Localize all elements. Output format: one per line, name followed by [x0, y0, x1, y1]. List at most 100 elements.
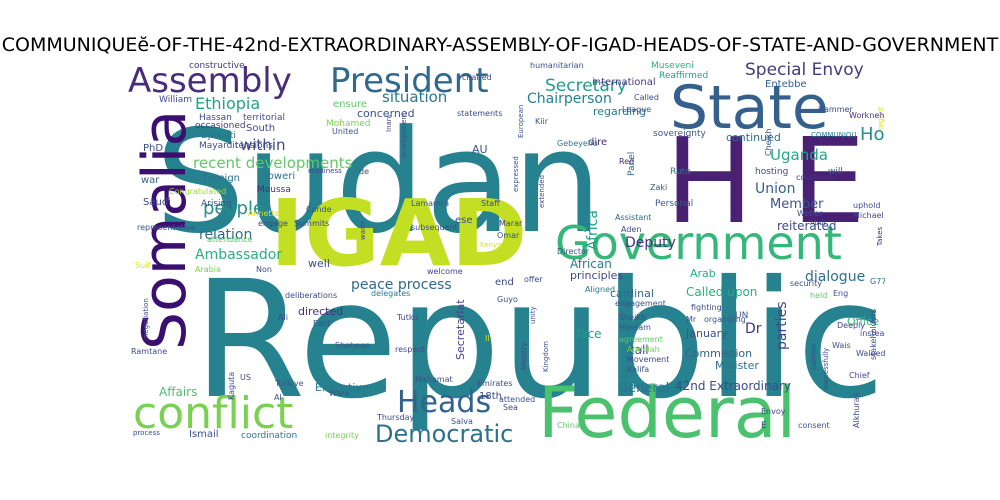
word-sudan: Sudan: [155, 100, 603, 265]
word-il: Il: [485, 334, 490, 343]
word-ismail: Ismail: [189, 429, 219, 440]
word-government: Government: [555, 216, 842, 270]
word-aligned: Aligned: [585, 285, 616, 294]
word-conde: Conde: [306, 205, 332, 214]
word-delegates: delegates: [371, 289, 411, 298]
word-de: de: [359, 167, 369, 176]
word-42nd-extraordinary: 42nd Extraordinary: [675, 379, 791, 393]
word-eng: Eng: [833, 289, 849, 298]
word-heads: Heads: [397, 385, 492, 420]
word-organizing: organizing: [704, 315, 746, 324]
word-djibouti: Djibouti: [201, 131, 236, 141]
word-humanitarian: humanitarian: [530, 61, 584, 70]
word-cheikh: Cheikh: [764, 128, 773, 156]
word-uganda: Uganda: [770, 146, 828, 164]
word-office: Office: [847, 315, 880, 328]
word-deliberations: deliberations: [285, 291, 338, 300]
word-secretary: Secretary: [545, 76, 627, 96]
word-engagement: engagement: [615, 299, 666, 308]
word-republic: Republic: [193, 247, 885, 435]
word-special-envoy: Special Envoy: [745, 60, 864, 80]
word-arabia: Arabia: [195, 265, 221, 274]
word-ensure: ensure: [333, 99, 368, 110]
word-chairperson: Chairperson: [527, 91, 612, 107]
word-workneh: Workneh: [849, 111, 885, 120]
word-integrity: integrity: [325, 431, 359, 440]
word-readiness: readiness: [308, 167, 342, 175]
word-abdelah: Abdelah: [627, 345, 660, 354]
word-assistant: Assistant: [615, 213, 652, 222]
word-consent: consent: [798, 421, 830, 430]
word-federal: Federal: [538, 372, 797, 445]
word-zaki: Zaki: [650, 183, 668, 192]
word-united: United: [332, 127, 359, 136]
chart-title: COMMUNIQUEĕ-OF-THE-42nd-EXTRAORDINARY-AS…: [1, 34, 999, 56]
word-relation: relation: [199, 227, 253, 243]
word-sea: Sea: [503, 403, 518, 412]
word-turkiye: Turkiye: [275, 379, 304, 388]
word-executive: Executive: [315, 381, 369, 394]
word-concerned: concerned: [357, 107, 415, 120]
word-movement: Movement: [627, 355, 670, 364]
word-africa: Africa: [585, 210, 601, 250]
word-thursday: Thursday: [377, 413, 415, 422]
word-within: within: [240, 136, 286, 154]
word-stakeholders: stakeholders: [869, 308, 878, 360]
word-communiqu: COMMUNIQU: [811, 131, 857, 139]
word-marar: Marar: [499, 219, 523, 228]
word-member: Member: [770, 197, 824, 212]
word-general: General: [618, 381, 670, 396]
word-league: League: [622, 105, 652, 114]
word-arab: Arab: [690, 267, 716, 280]
word-people: people: [203, 198, 265, 219]
word-negotiation: negotiation: [142, 298, 150, 338]
word-aden: Aden: [621, 225, 642, 234]
word-end: end: [495, 277, 514, 288]
word-arising: Arising: [201, 199, 232, 209]
word-warm: warm: [359, 220, 367, 240]
word-agreement: agreement: [619, 335, 663, 344]
word-alkhuraji: Alkhuraji: [852, 392, 861, 428]
word-call: call: [628, 343, 649, 357]
word-us: US: [240, 373, 251, 382]
word-regard: regard: [877, 107, 885, 130]
word-michael: Michael: [853, 211, 884, 220]
word-respect: respect: [395, 345, 425, 354]
word-ali: Ali: [278, 313, 288, 322]
word-kalifa: Kalifa: [627, 365, 650, 374]
word-e: E: [761, 421, 767, 431]
word-omar: Omar: [497, 231, 520, 240]
word-ambassador: Ambassador: [195, 247, 283, 263]
word-courtesies: courtesies: [796, 173, 838, 182]
word-commission: Commission: [685, 347, 753, 360]
word-lamamra: Lamamra: [411, 199, 450, 208]
word-held: held: [810, 291, 828, 300]
word-attendance: attendance: [207, 235, 253, 244]
word-security: security: [790, 279, 822, 288]
word-will: will: [828, 167, 843, 177]
word-ramtane: Ramtane: [131, 347, 168, 356]
word-president: President: [330, 61, 489, 101]
word-statements: statements: [457, 109, 503, 118]
word-secretariat: Secretariat: [454, 299, 467, 360]
word-assembly: Assembly: [128, 61, 292, 101]
word-saudi: Saudi: [143, 197, 171, 208]
word-state: State: [670, 73, 829, 143]
word-mahamat: Mahamat: [415, 375, 453, 384]
word-entebbe: Entebbe: [765, 79, 807, 90]
word-moussa: Moussa: [257, 185, 291, 195]
word-african: African: [570, 257, 612, 271]
word-sheikh: Sheikh: [619, 313, 646, 322]
word-welcome: welcome: [427, 267, 463, 276]
word-regarding: regarding: [593, 105, 647, 118]
word-south: South: [246, 123, 276, 134]
word-china: China: [557, 421, 580, 430]
word-directed: directed: [298, 305, 344, 318]
word-phd: PhD: [143, 143, 164, 154]
word-g77: G77: [870, 277, 885, 286]
word-personal: Personal: [655, 199, 694, 209]
word-congratulated: Congratulated: [169, 187, 227, 196]
word-uphold: uphold: [853, 201, 881, 210]
word-emirates: Emirates: [477, 379, 513, 388]
word-conflict: conflict: [133, 388, 294, 439]
